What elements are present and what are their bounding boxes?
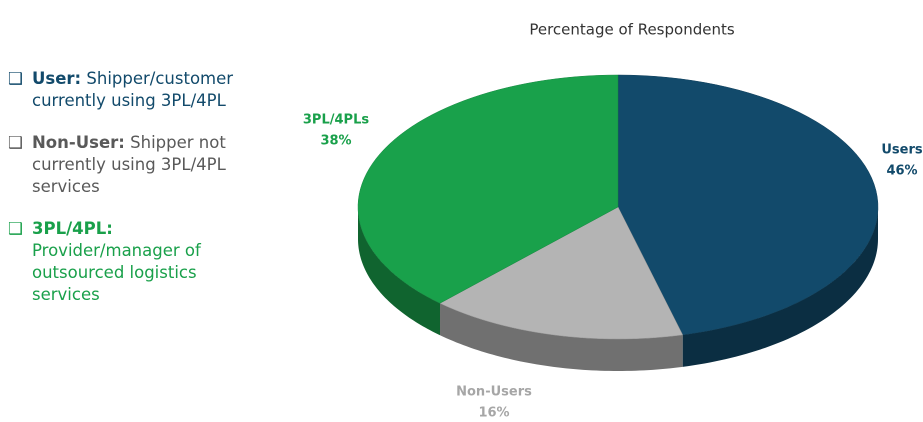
term: 3PL/4PL:	[32, 219, 113, 238]
value-label: 16%	[478, 406, 509, 421]
definition: ❑ 3PL/4PL: Provider/manager of outsourced …	[8, 218, 267, 306]
checkbox-icon: ❑	[8, 69, 23, 88]
term: Non-User:	[32, 133, 125, 152]
slice-label: Users	[881, 143, 923, 158]
pie-slice	[439, 206, 684, 340]
slice-side	[358, 207, 441, 336]
definition: ❑ Non-User: Shipper not currently using 3…	[8, 132, 282, 198]
checkbox-icon: ❑	[8, 133, 23, 152]
slice-label: Non-Users	[456, 385, 532, 400]
slice-side	[682, 207, 878, 367]
definition: ❑ User: Shipper/customer currently using …	[8, 68, 297, 112]
term: User:	[32, 69, 82, 88]
pie-slice	[617, 74, 879, 336]
pie-slice	[357, 74, 619, 304]
slice-label: 3PL/4PLs	[303, 113, 369, 128]
value-label: 38%	[320, 134, 351, 149]
definitions: ❑ User: Shipper/customer currently using …	[8, 68, 297, 326]
definition-text: Shipper/customer currently using 3PL/4PL	[32, 69, 234, 110]
slice-side	[440, 303, 683, 371]
checkbox-icon: ❑	[8, 219, 23, 238]
value-label: 46%	[886, 164, 917, 179]
chart-title: Percentage of Respondents	[529, 21, 735, 39]
definition-text: Provider/manager of outsourced logistics…	[32, 241, 201, 304]
definition-text: Shipper not currently using 3PL/4PL serv…	[32, 133, 226, 196]
